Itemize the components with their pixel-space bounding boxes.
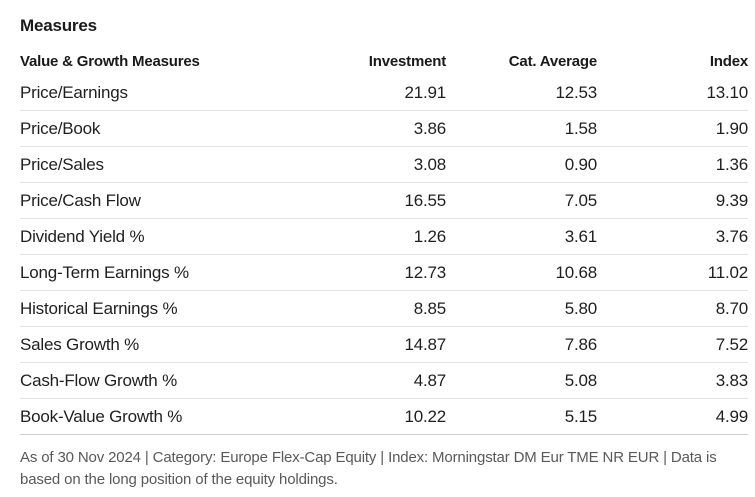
table-row: Dividend Yield % 1.26 3.61 3.76 xyxy=(20,218,748,255)
cell-index: 7.52 xyxy=(597,326,748,363)
row-label: Sales Growth % xyxy=(20,326,320,363)
cell-cat-average: 3.61 xyxy=(446,218,597,255)
row-label: Price/Cash Flow xyxy=(20,182,320,219)
table-row: Price/Earnings 21.91 12.53 13.10 xyxy=(20,75,748,111)
cell-cat-average: 5.80 xyxy=(446,290,597,327)
row-label: Cash-Flow Growth % xyxy=(20,362,320,399)
header-cat-average: Cat. Average xyxy=(508,53,597,70)
cell-investment: 3.08 xyxy=(320,146,446,183)
table-header-row: Value & Growth Measures Investment Cat. … xyxy=(20,49,748,75)
cell-index: 3.83 xyxy=(597,362,748,399)
row-label: Price/Earnings xyxy=(20,75,320,111)
row-label: Price/Sales xyxy=(20,146,320,183)
row-label: Dividend Yield % xyxy=(20,218,320,255)
header-label: Value & Growth Measures xyxy=(20,53,200,70)
cell-cat-average: 7.05 xyxy=(446,182,597,219)
cell-cat-average: 0.90 xyxy=(446,146,597,183)
cell-investment: 21.91 xyxy=(320,75,446,111)
cell-index: 9.39 xyxy=(597,182,748,219)
cell-cat-average: 12.53 xyxy=(446,75,597,111)
cell-index: 3.76 xyxy=(597,218,748,255)
cell-investment: 14.87 xyxy=(320,326,446,363)
cell-investment: 10.22 xyxy=(320,398,446,435)
table-row: Sales Growth % 14.87 7.86 7.52 xyxy=(20,326,748,363)
row-label: Long-Term Earnings % xyxy=(20,254,320,291)
cell-cat-average: 1.58 xyxy=(446,110,597,147)
header-index: Index xyxy=(709,53,748,70)
table-row: Price/Cash Flow 16.55 7.05 9.39 xyxy=(20,182,748,219)
cell-cat-average: 5.15 xyxy=(446,398,597,435)
cell-investment: 12.73 xyxy=(320,254,446,291)
cell-index: 1.36 xyxy=(597,146,748,183)
table-row: Long-Term Earnings % 12.73 10.68 11.02 xyxy=(20,254,748,291)
cell-index: 13.10 xyxy=(597,75,748,111)
cell-index: 8.70 xyxy=(597,290,748,327)
table-row: Price/Sales 3.08 0.90 1.36 xyxy=(20,146,748,183)
cell-investment: 1.26 xyxy=(320,218,446,255)
row-label: Price/Book xyxy=(20,110,320,147)
cell-index: 1.90 xyxy=(597,110,748,147)
cell-investment: 3.86 xyxy=(320,110,446,147)
table-row: Historical Earnings % 8.85 5.80 8.70 xyxy=(20,290,748,327)
table-row: Cash-Flow Growth % 4.87 5.08 3.83 xyxy=(20,362,748,399)
header-investment: Investment xyxy=(368,53,446,70)
footnote: As of 30 Nov 2024 | Category: Europe Fle… xyxy=(20,449,717,488)
cell-cat-average: 7.86 xyxy=(446,326,597,363)
cell-investment: 4.87 xyxy=(320,362,446,399)
row-label: Historical Earnings % xyxy=(20,290,320,327)
cell-investment: 8.85 xyxy=(320,290,446,327)
measures-section: Measures Value & Growth Measures Investm… xyxy=(20,16,748,488)
cell-cat-average: 5.08 xyxy=(446,362,597,399)
table-row: Book-Value Growth % 10.22 5.15 4.99 xyxy=(20,398,748,435)
row-label: Book-Value Growth % xyxy=(20,398,320,435)
cell-cat-average: 10.68 xyxy=(446,254,597,291)
cell-index: 4.99 xyxy=(597,398,748,435)
cell-index: 11.02 xyxy=(597,254,748,291)
table-row: Price/Book 3.86 1.58 1.90 xyxy=(20,110,748,147)
section-title: Measures xyxy=(20,16,97,35)
measures-table: Value & Growth Measures Investment Cat. … xyxy=(20,49,748,435)
cell-investment: 16.55 xyxy=(320,182,446,219)
